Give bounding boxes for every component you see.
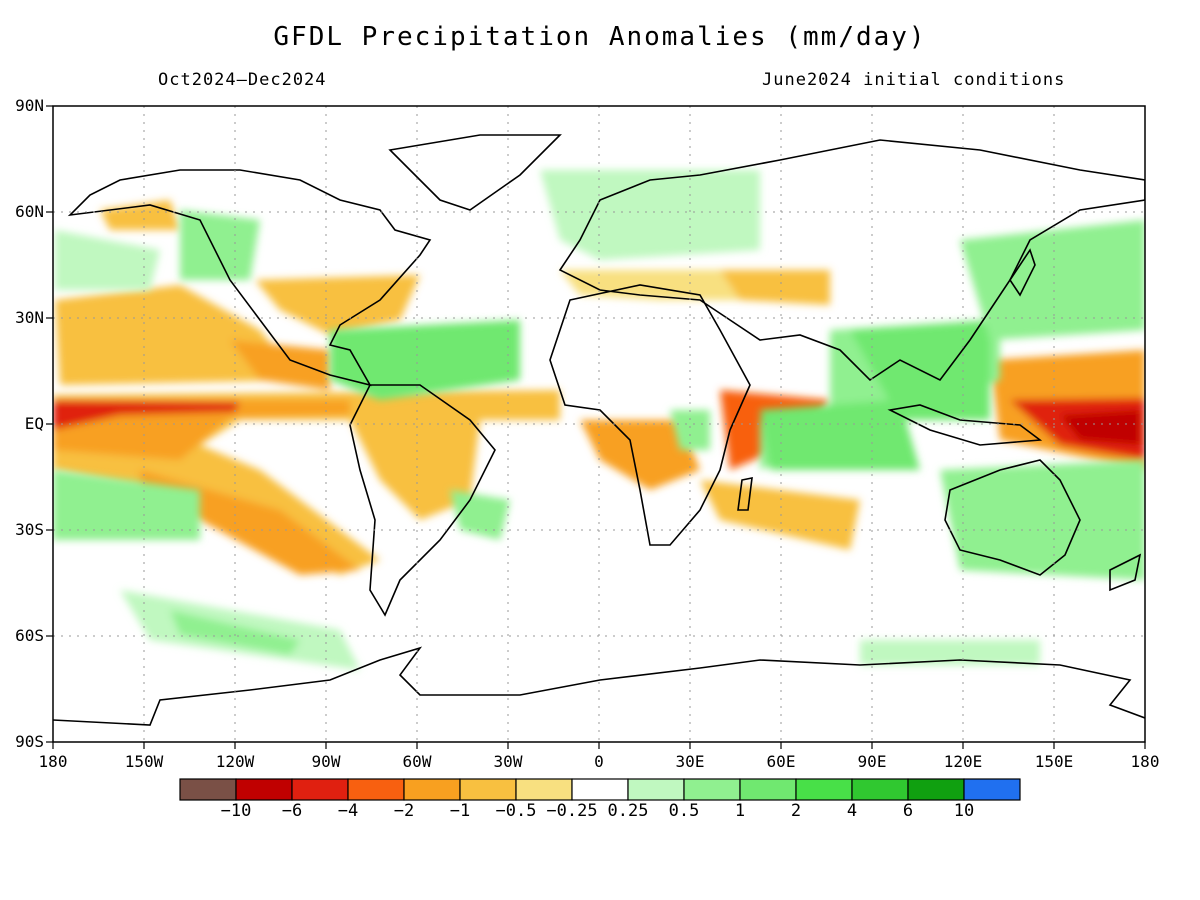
coastlines: [53, 134, 1145, 726]
colorbar-swatch: [515, 778, 573, 801]
colorbar-swatch: [851, 778, 909, 801]
lat-label-30s: 30S: [15, 520, 44, 539]
east-asia-wet: [960, 220, 1145, 340]
colorbar-swatch: [907, 778, 965, 801]
north-pacific-wet: [55, 230, 160, 290]
colorbar-label: −4: [337, 801, 359, 821]
lon-label-60e: 60E: [766, 752, 796, 771]
north-pacific-dry: [55, 285, 300, 385]
colorbar-swatch: [739, 778, 797, 801]
colorbar-swatch: [963, 778, 1021, 801]
eq-pacific-dry-inner: [53, 400, 350, 460]
lat-label-90n: 90N: [15, 96, 44, 115]
australia-coast: [944, 459, 1081, 576]
canada-wet: [180, 210, 260, 280]
west-pacific-dry-center: [1060, 410, 1140, 445]
lon-label-60w: 60W: [402, 752, 432, 771]
eq-pacific-dry-core: [53, 400, 240, 430]
south-america-dry: [350, 420, 480, 520]
colorbar-swatch: [571, 778, 629, 801]
lat-label-30n: 30N: [15, 308, 44, 327]
indian-ocean-wet: [760, 400, 920, 470]
lon-label-180w: 180: [38, 752, 68, 771]
mexico-dry: [230, 340, 330, 390]
colorbar-swatch: [347, 778, 405, 801]
north-america-coast: [67, 169, 432, 387]
africa-east-wet: [670, 410, 710, 450]
graticule: [53, 106, 1145, 742]
south-america-coast: [349, 384, 496, 617]
colorbar-swatch: [795, 778, 853, 801]
colorbar-label: 2: [790, 801, 802, 821]
lon-label-90w: 90W: [311, 752, 341, 771]
colorbar-label: −6: [281, 801, 303, 821]
colorbar-swatch: [403, 778, 461, 801]
colorbar: [179, 778, 1021, 801]
colorbar-swatch: [235, 778, 293, 801]
greenland-coast: [388, 134, 562, 211]
colorbar-label: 1: [734, 801, 746, 821]
madagascar-coast: [737, 476, 753, 511]
colorbar-label: −0.25: [546, 801, 598, 821]
colorbar-label: −0.5: [495, 801, 537, 821]
colorbar-label: 6: [902, 801, 914, 821]
lon-label-90e: 90E: [857, 752, 887, 771]
lat-label-60n: 60N: [15, 202, 44, 221]
colorbar-label: −2: [393, 801, 415, 821]
africa-coast: [549, 284, 751, 546]
middle-east-dry: [720, 270, 830, 305]
lon-label-120e: 120E: [943, 752, 983, 771]
colorbar-swatch: [291, 778, 349, 801]
colorbar-label: 10: [953, 801, 975, 821]
africa-dry: [580, 420, 700, 490]
colorbar-label: −10: [220, 801, 252, 821]
lon-label-30e: 30E: [675, 752, 705, 771]
us-southeast-dry: [255, 275, 420, 335]
lon-label-120w: 120W: [215, 752, 255, 771]
indonesia-coast: [887, 404, 1043, 446]
australia-wet: [940, 460, 1145, 580]
colorbar-swatch: [627, 778, 685, 801]
colorbar-label: 4: [846, 801, 858, 821]
colorbar-label: −1: [449, 801, 471, 821]
antarctic-wet: [860, 640, 1040, 665]
japan-coast: [1009, 248, 1036, 297]
southern-ocean-wet-2: [170, 610, 300, 655]
map-title: GFDL Precipitation Anomalies (mm/day): [273, 22, 927, 52]
colorbar-swatch: [683, 778, 741, 801]
lat-label-60s: 60S: [15, 626, 44, 645]
lon-label-180e: 180: [1130, 752, 1160, 771]
colorbar-label: 0.25: [607, 801, 649, 821]
south-atlantic-wet: [450, 490, 510, 540]
lon-label-30w: 30W: [493, 752, 523, 771]
lat-label-eq: EQ: [24, 414, 44, 433]
lat-label-90s: 90S: [15, 732, 44, 751]
initial-conditions: June2024 initial conditions: [762, 70, 1066, 90]
lon-label-150w: 150W: [124, 752, 164, 771]
colorbar-swatch: [459, 778, 517, 801]
europe-wet: [540, 170, 760, 260]
colorbar-swatch: [179, 778, 237, 801]
south-pacific-wet: [53, 470, 200, 540]
lon-label-150e: 150E: [1034, 752, 1074, 771]
lon-label-0: 0: [594, 752, 604, 771]
caribbean-wet: [330, 320, 520, 400]
forecast-period: Oct2024–Dec2024: [158, 70, 327, 90]
axis-ticks: [46, 105, 1146, 749]
antarctica-coast: [53, 646, 1145, 726]
colorbar-label: 0.5: [668, 801, 700, 821]
nz-coast: [1109, 553, 1142, 592]
